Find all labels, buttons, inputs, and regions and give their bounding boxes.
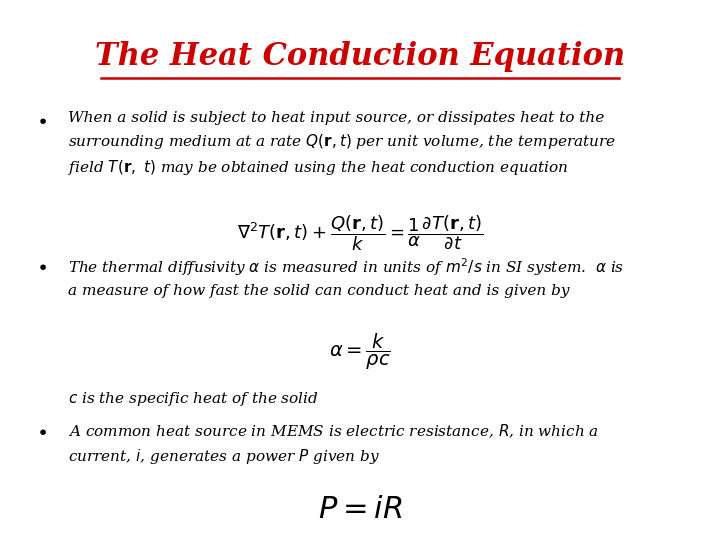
Text: The Heat Conduction Equation: The Heat Conduction Equation [95,40,625,71]
Text: The thermal diffusivity $\alpha$ is measured in units of $m^2/s$ in SI system.  : The thermal diffusivity $\alpha$ is meas… [68,256,625,298]
Text: $\bullet$: $\bullet$ [36,256,47,274]
Text: $c$ is the specific heat of the solid: $c$ is the specific heat of the solid [68,390,319,408]
Text: $\bullet$: $\bullet$ [36,111,47,129]
Text: $P = iR$: $P = iR$ [318,494,402,525]
Text: A common heat source in MEMS is electric resistance, $R$, in which a
current, $i: A common heat source in MEMS is electric… [68,422,599,465]
Text: $\nabla^2 T(\mathbf{r},t) + \dfrac{Q(\mathbf{r},t)}{k} = \dfrac{1}{\alpha}\dfrac: $\nabla^2 T(\mathbf{r},t) + \dfrac{Q(\ma… [237,213,483,253]
Text: When a solid is subject to heat input source, or dissipates heat to the
surround: When a solid is subject to heat input so… [68,111,616,177]
Text: $\bullet$: $\bullet$ [36,422,47,440]
Text: $\alpha = \dfrac{k}{\rho c}$: $\alpha = \dfrac{k}{\rho c}$ [329,332,391,372]
